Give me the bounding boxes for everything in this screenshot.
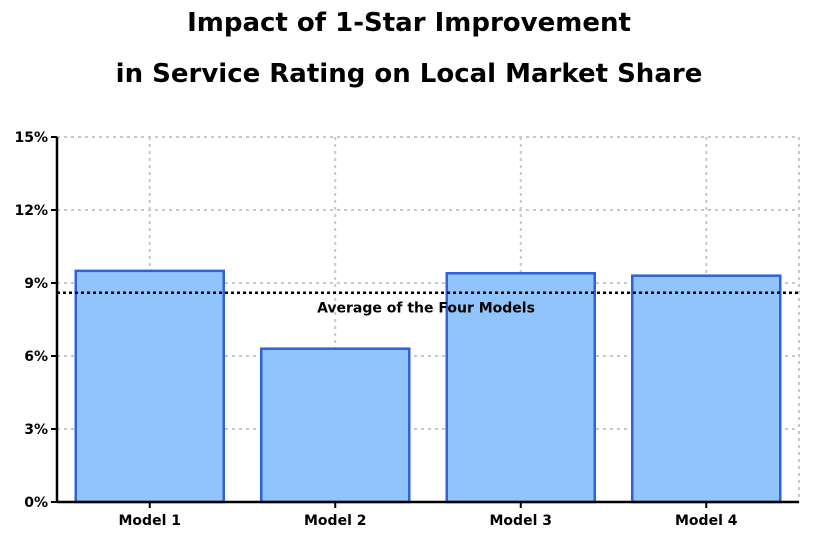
y-tick-labels: 0% 3% 6% 9% 12% 15% (14, 130, 48, 511)
bar-2 (260, 347, 411, 504)
average-line-label: Average of the Four Models (317, 301, 535, 317)
x-tick-label-1: Model 1 (119, 513, 181, 529)
y-tick-label-2: 6% (24, 349, 48, 365)
y-tick-label-0: 0% (24, 495, 48, 511)
x-tick-label-4: Model 4 (675, 513, 738, 529)
axes (51, 136, 799, 508)
bars (74, 269, 782, 504)
bar-4 (631, 274, 782, 504)
y-tick-label-1: 3% (24, 422, 48, 438)
chart-title-line2: in Service Rating on Local Market Share (115, 59, 703, 89)
average-line-group: Average of the Four Models (57, 291, 799, 317)
y-tick-label-5: 15% (14, 130, 48, 146)
x-tick-label-3: Model 3 (490, 513, 552, 529)
bar-1 (74, 269, 225, 504)
chart-title-line1: Impact of 1-Star Improvement (187, 8, 631, 38)
bar-3 (445, 272, 596, 504)
y-tick-label-4: 12% (14, 203, 48, 219)
x-tick-label-2: Model 2 (304, 513, 366, 529)
x-tick-labels: Model 1 Model 2 Model 3 Model 4 (119, 513, 738, 529)
y-tick-label-3: 9% (24, 276, 48, 292)
